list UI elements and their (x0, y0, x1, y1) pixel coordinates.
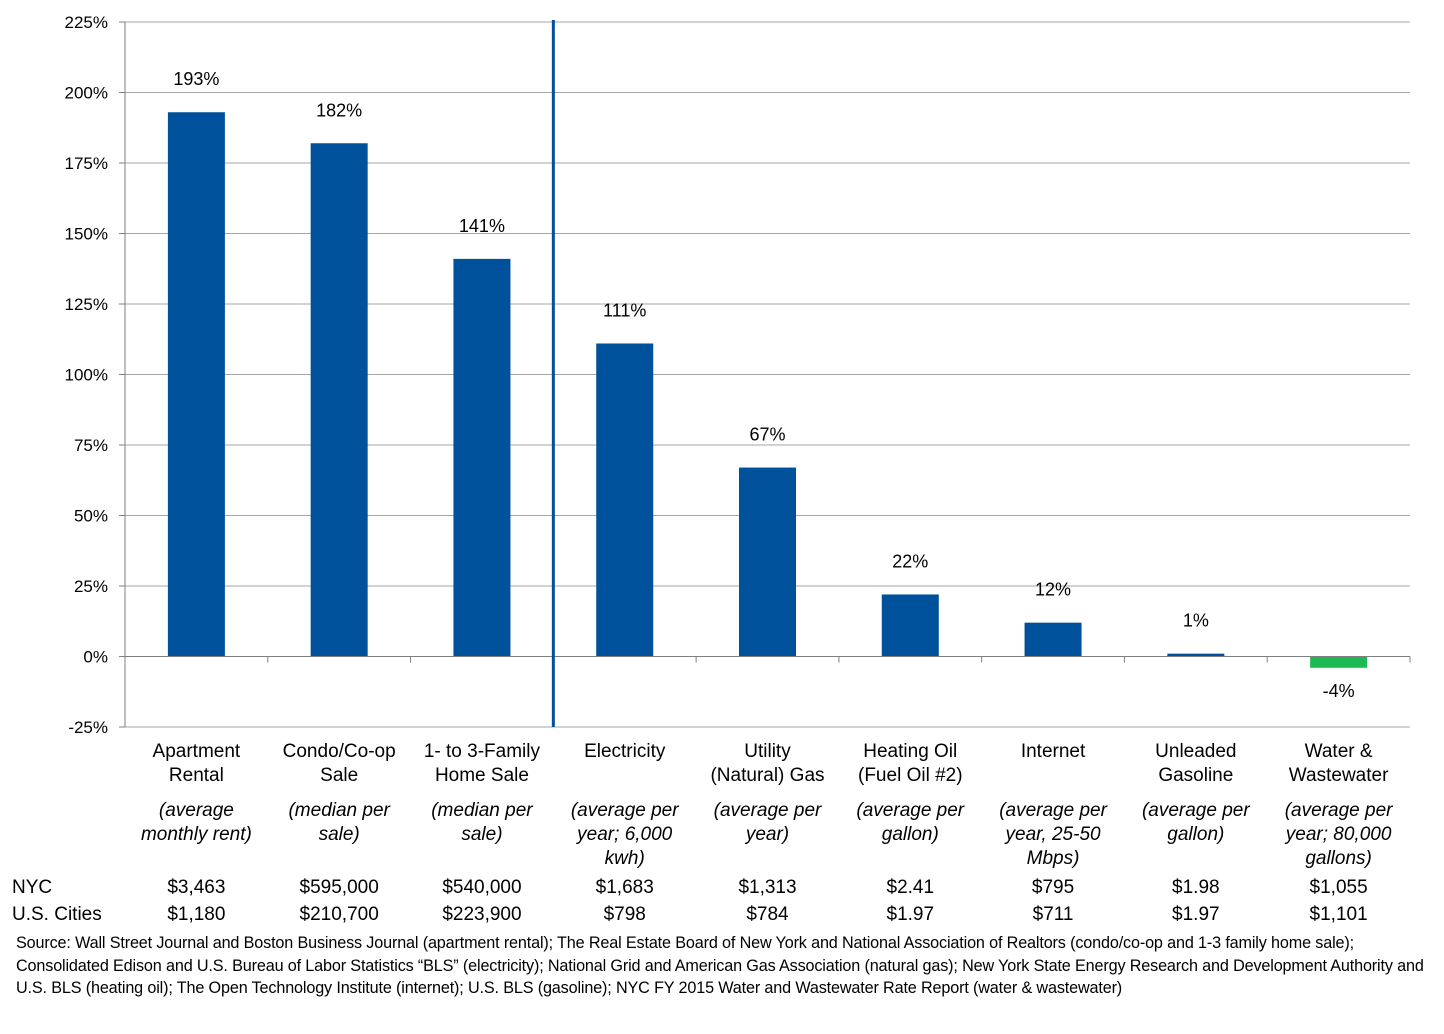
bars (167, 112, 1368, 668)
y-tick-label: 25% (74, 577, 108, 596)
category-note: (average (159, 800, 234, 821)
category-label: Internet (1021, 741, 1086, 762)
category-label: Unleaded (1155, 741, 1236, 762)
category-label: Apartment (153, 741, 241, 762)
data-labels: 193% 182% 141% 111% 67% 22% 12% 1% -4% (173, 69, 1354, 701)
row-label-nyc: NYC (12, 877, 52, 898)
y-tick-label: -25% (68, 718, 108, 737)
category-label: Sale (320, 765, 358, 786)
category-labels: Apartment Rental (average monthly rent) Cond… (141, 741, 1393, 869)
category-note: (median per (288, 800, 390, 821)
nyc-value: $3,463 (167, 877, 225, 898)
y-tick-label: 225% (65, 13, 108, 32)
category-label: Utility (744, 741, 791, 762)
y-tick-label: 125% (65, 295, 108, 314)
source-note: Source: Wall Street Journal and Boston B… (16, 934, 1424, 997)
category-note: year, 25-50 (1004, 824, 1101, 845)
category-label: (Fuel Oil #2) (858, 765, 963, 786)
data-label: 111% (603, 300, 646, 320)
data-label: 1% (1183, 611, 1209, 631)
us-cities-value: $210,700 (300, 904, 379, 925)
category-note: monthly rent) (141, 824, 252, 845)
category-note: gallon) (882, 824, 939, 845)
data-label: 67% (749, 425, 785, 445)
category-note: year; 6,000 (575, 824, 672, 845)
nyc-value: $1,683 (596, 877, 654, 898)
category-label: Heating Oil (863, 741, 957, 762)
data-label: 22% (892, 551, 928, 571)
bar (596, 343, 654, 657)
y-tick-label: 175% (65, 154, 108, 173)
category-note: gallon) (1167, 824, 1224, 845)
bar (881, 594, 939, 657)
category-label: Wastewater (1289, 765, 1389, 786)
y-tick-label: 200% (65, 84, 108, 103)
nyc-value: $595,000 (300, 877, 379, 898)
category-label: 1- to 3-Family (424, 741, 541, 762)
category-label: (Natural) Gas (710, 765, 824, 786)
y-tick-label: 100% (65, 366, 108, 385)
data-label: 182% (316, 100, 362, 120)
us-cities-value: $798 (604, 904, 646, 925)
us-cities-value: $1,180 (167, 904, 225, 925)
y-tick-label: 0% (83, 648, 108, 667)
category-note: kwh) (605, 848, 645, 869)
nyc-value: $1,055 (1310, 877, 1368, 898)
category-note: sale) (461, 824, 502, 845)
category-note: (average per (571, 800, 679, 821)
data-label: 141% (459, 216, 505, 236)
us-cities-value: $784 (746, 904, 789, 925)
category-note: (average per (1142, 800, 1250, 821)
nyc-value: $2.41 (887, 877, 935, 898)
axes (124, 20, 1411, 727)
us-cities-value: $1.97 (887, 904, 935, 925)
bar-chart: -25%0%25%50%75%100%125%150%175%200%225% … (12, 13, 1411, 925)
nyc-value: $540,000 (442, 877, 521, 898)
category-label: Gasoline (1158, 765, 1233, 786)
category-label: Electricity (584, 741, 666, 762)
y-tick-label: 50% (74, 507, 108, 526)
us-cities-value: $1,101 (1310, 904, 1368, 925)
bar (453, 258, 511, 657)
category-label: Rental (169, 765, 224, 786)
us-cities-value: $711 (1033, 904, 1074, 925)
category-note: (average per (856, 800, 964, 821)
data-label: 12% (1035, 580, 1071, 600)
bar (1310, 656, 1368, 668)
category-note: (average per (1285, 800, 1393, 821)
category-label: Condo/Co-op (283, 741, 396, 762)
y-tick-label: 75% (74, 436, 108, 455)
row-label-us-cities: U.S. Cities (12, 904, 102, 925)
data-label: -4% (1323, 681, 1355, 701)
nyc-value: $1,313 (738, 877, 796, 898)
category-note: year) (744, 824, 789, 845)
nyc-value: $1.98 (1172, 877, 1220, 898)
bar (310, 143, 368, 657)
nyc-value: $795 (1032, 877, 1074, 898)
category-note: year; 80,000 (1284, 824, 1392, 845)
bar (739, 467, 796, 657)
data-label: 193% (173, 69, 219, 89)
y-axis-ticks: -25% 0% 25% 50% 75% 100% 125% 150% 175% 200% 225% (65, 13, 125, 737)
us-cities-value: $223,900 (442, 904, 521, 925)
bar (1167, 653, 1225, 657)
category-note: Mbps) (1027, 848, 1080, 869)
category-note: (median per (431, 800, 533, 821)
y-tick-label: 150% (65, 225, 108, 244)
category-note: gallons) (1305, 848, 1372, 869)
bar (167, 112, 225, 657)
category-note: (average per (714, 800, 822, 821)
category-label: Water & (1305, 741, 1373, 762)
bar (1024, 622, 1082, 657)
category-label: Home Sale (435, 765, 529, 786)
price-table: NYC U.S. Cities $3,463 $1,180 $595,000 $210… (12, 877, 1368, 925)
category-note: (average per (999, 800, 1107, 821)
category-note: sale) (319, 824, 360, 845)
us-cities-value: $1.97 (1172, 904, 1220, 925)
